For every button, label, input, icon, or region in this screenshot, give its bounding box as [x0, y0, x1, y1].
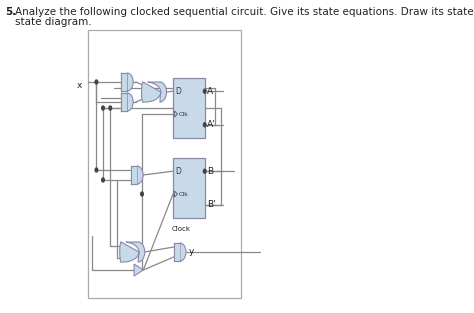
- Wedge shape: [127, 93, 133, 111]
- Text: state diagram.: state diagram.: [15, 17, 91, 27]
- Circle shape: [141, 192, 143, 196]
- Text: y: y: [189, 248, 194, 256]
- Text: B': B': [208, 200, 216, 209]
- Text: x: x: [77, 80, 82, 90]
- Polygon shape: [173, 243, 180, 261]
- Wedge shape: [127, 73, 133, 91]
- Text: Clk: Clk: [179, 111, 189, 116]
- Circle shape: [102, 106, 104, 110]
- Circle shape: [203, 89, 206, 93]
- Text: A': A': [208, 120, 216, 129]
- Circle shape: [102, 178, 104, 182]
- Text: D: D: [176, 87, 182, 96]
- Polygon shape: [173, 78, 205, 138]
- Text: Clock: Clock: [172, 226, 191, 232]
- Polygon shape: [121, 73, 127, 91]
- Polygon shape: [120, 242, 145, 262]
- Polygon shape: [173, 158, 205, 218]
- Text: B: B: [208, 167, 213, 176]
- Polygon shape: [131, 166, 137, 184]
- Text: Analyze the following clocked sequential circuit. Give its state equations. Draw: Analyze the following clocked sequential…: [15, 7, 474, 17]
- Wedge shape: [180, 243, 186, 261]
- Polygon shape: [121, 93, 127, 111]
- Circle shape: [109, 106, 111, 110]
- Polygon shape: [134, 264, 143, 276]
- Text: D: D: [176, 167, 182, 176]
- Text: 5.: 5.: [5, 7, 17, 17]
- Text: A: A: [208, 87, 213, 96]
- Circle shape: [95, 80, 98, 84]
- Circle shape: [203, 169, 206, 173]
- Text: Clk: Clk: [179, 192, 189, 197]
- Circle shape: [95, 168, 98, 172]
- Polygon shape: [142, 82, 166, 102]
- Circle shape: [203, 123, 206, 127]
- Wedge shape: [137, 166, 143, 184]
